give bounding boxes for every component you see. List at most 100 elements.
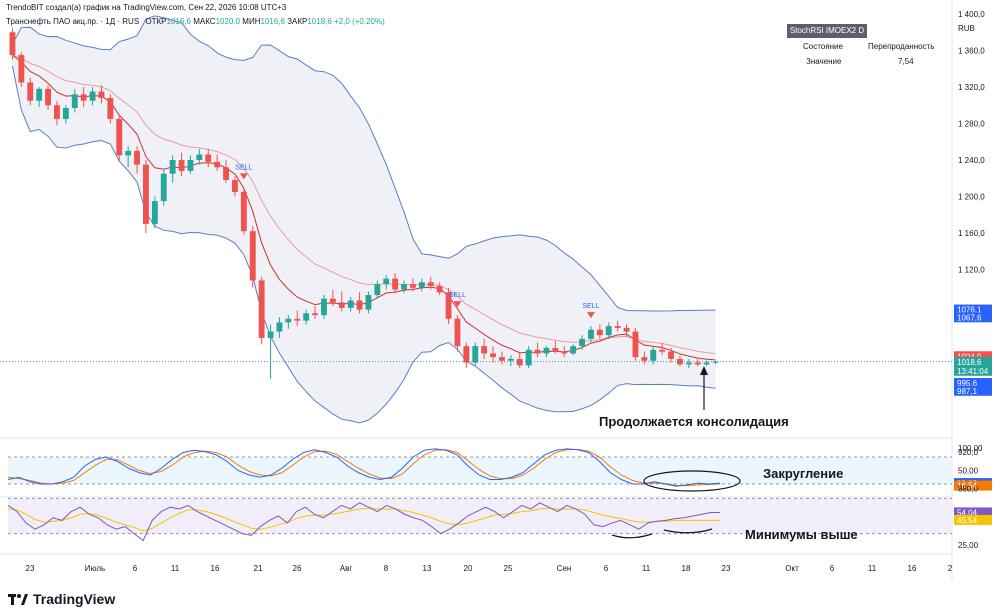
candle-body — [490, 353, 496, 358]
time-tick-label: 6 — [830, 564, 835, 573]
time-tick-label: 23 — [722, 564, 731, 573]
time-tick-label: 13 — [423, 564, 432, 573]
candle-body — [347, 300, 354, 308]
low-value: 1016,6 — [260, 17, 285, 26]
price-tag — [954, 365, 992, 376]
candle-body — [71, 94, 78, 108]
price-tick-label: 1 240,0 — [958, 156, 985, 165]
change-value: +2,0 (+0,20%) — [334, 17, 385, 26]
time-tick-label: 25 — [504, 564, 513, 573]
candle-body — [418, 282, 425, 288]
price-tick-label: 1 280,0 — [958, 120, 985, 129]
candle-body — [659, 349, 666, 352]
rsi-tick-label: 25,00 — [958, 541, 979, 550]
main-price-pane: SELL SELL SELL — [0, 0, 953, 580]
candle-body — [285, 318, 292, 323]
candle-body — [107, 97, 114, 119]
price-tag-label: 1018,6 — [957, 358, 982, 367]
candle-body — [294, 318, 301, 321]
price-tag-label: 1076,1 — [957, 306, 982, 315]
price-tick-label: 1 200,0 — [958, 193, 985, 202]
candle-body — [401, 284, 407, 290]
time-tick-label: 2 — [948, 564, 953, 573]
symbol-legend[interactable]: Транснефть ПАО акц.пр. · 1Д · RUS ОТКР10… — [6, 17, 385, 26]
time-tick-label: 16 — [211, 564, 220, 573]
close-value: 1018,6 — [307, 17, 332, 26]
annotation-higher-lows: Минимумы выше — [745, 527, 858, 542]
candle-body — [632, 331, 639, 358]
candle-body — [641, 357, 648, 361]
sell-label: SELL — [449, 292, 466, 299]
candle-body — [18, 55, 25, 83]
stoch-tick-label: 100,00 — [958, 444, 983, 453]
candle-body — [650, 349, 657, 361]
moving-average-fast — [12, 54, 716, 361]
candle-body — [303, 313, 310, 321]
candle-body — [151, 201, 158, 224]
candle-body — [329, 298, 336, 303]
candle-body — [240, 191, 247, 232]
time-tick-label: 6 — [604, 564, 609, 573]
candle-body — [134, 150, 140, 165]
annotation-consolidation: Продолжается консолидация — [599, 414, 789, 429]
time-tick-label: Окт — [785, 564, 799, 573]
candle-body — [249, 231, 256, 281]
annotation-rounding: Закругление — [763, 466, 844, 481]
sell-label: SELL — [582, 303, 599, 310]
price-tick-label: 920,0 — [958, 448, 979, 457]
bollinger-lower — [11, 65, 716, 424]
candle-body — [427, 282, 434, 286]
price-tick-label: 1 160,0 — [958, 229, 985, 238]
stoch-k-line — [7, 448, 721, 487]
currency-label[interactable]: RUB — [958, 24, 975, 33]
candle-body — [507, 358, 514, 361]
candle-body — [712, 361, 719, 363]
candle-body — [27, 82, 34, 101]
time-tick-label: 8 — [384, 564, 389, 573]
candle-body — [276, 322, 283, 332]
candle-body — [54, 105, 60, 119]
value-label: Значение — [806, 57, 842, 66]
candle-body — [45, 88, 51, 106]
sell-triangle — [239, 173, 248, 180]
candle-body — [205, 154, 212, 162]
candle-body — [232, 180, 238, 192]
rsi-tag — [954, 514, 992, 525]
brand-logo[interactable]: TradingView — [8, 588, 115, 610]
candle-body — [383, 278, 390, 285]
candle-body — [223, 167, 229, 181]
time-tick-label: 26 — [293, 564, 302, 573]
candle-body — [623, 327, 630, 332]
candle-body — [365, 295, 372, 310]
bollinger-upper — [12, 15, 716, 312]
price-tick-label: 1 120,0 — [958, 266, 985, 275]
state-value: Перепроданность — [868, 42, 935, 51]
candle-body — [454, 318, 461, 347]
open-value: 1016,6 — [166, 17, 191, 26]
stoch-tick-label: 50,00 — [958, 467, 979, 476]
candle-body — [552, 347, 559, 352]
candle-body — [525, 349, 532, 366]
rsi-line — [7, 502, 720, 542]
sell-label: SELL — [235, 164, 252, 171]
candle-body — [588, 329, 594, 339]
candle-body — [178, 160, 185, 171]
candle-body — [267, 331, 274, 338]
consolidation-arrowhead — [700, 366, 708, 375]
candle-body — [36, 88, 43, 101]
low-label: МИН — [242, 17, 261, 26]
candle-body — [312, 313, 318, 316]
time-tick-label: 11 — [171, 564, 180, 573]
publisher-line: TrendoBIT создал(а) график на TradingVie… — [6, 3, 287, 12]
price-tick-label: 1 360,0 — [958, 47, 985, 56]
price-tick-label: 1 400,0 — [958, 10, 985, 19]
candle-body — [445, 292, 452, 319]
candle-body — [187, 160, 194, 171]
candle-body — [62, 107, 69, 119]
rsi-tag-label: 45,54 — [957, 516, 978, 525]
rsi-band — [8, 498, 952, 534]
candle-body — [668, 351, 674, 359]
price-tick-label: 1 320,0 — [958, 83, 985, 92]
price-tag — [954, 312, 992, 323]
